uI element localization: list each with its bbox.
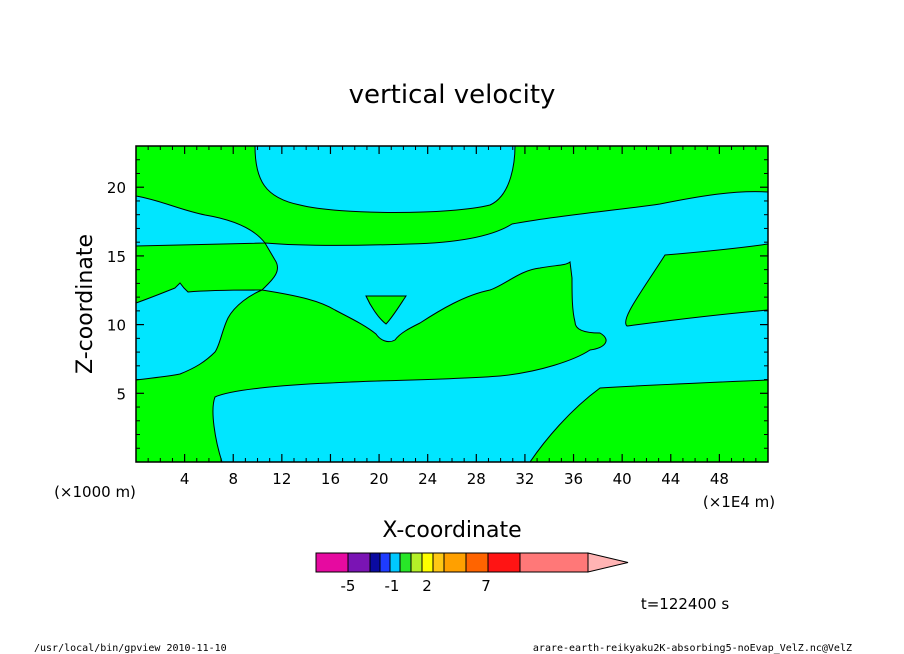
x-tick-label: 4	[180, 470, 190, 488]
cyan-region-middle-left	[135, 282, 263, 381]
x-tick-label: 32	[515, 470, 534, 488]
colorbar-label: 2	[422, 577, 432, 595]
negative-velocity-regions	[135, 145, 769, 463]
y-scale-label: (×1000 m)	[54, 483, 136, 501]
x-axis-ticks: 4 8 12 16 20 24 28 32 36 40 44 48	[147, 146, 757, 488]
x-tick-label: 8	[228, 470, 238, 488]
colorbar-label: 7	[481, 577, 491, 595]
y-tick-label: 20	[107, 179, 126, 197]
x-tick-label: 12	[272, 470, 291, 488]
cyan-region-central-band	[212, 191, 769, 463]
x-tick-label: 40	[613, 470, 632, 488]
x-tick-label: 24	[418, 470, 437, 488]
colorbar-label: -5	[341, 577, 356, 595]
x-tick-label: 28	[467, 470, 486, 488]
colorbar-segment	[432, 552, 445, 573]
chart-title: vertical velocity	[349, 80, 556, 110]
colorbar-segment	[421, 552, 434, 573]
colorbar-segment	[443, 552, 467, 573]
y-tick-label: 15	[107, 248, 126, 266]
time-label: t=122400 s	[641, 595, 729, 613]
colorbar-labels: -5 -1 2 7	[341, 577, 491, 595]
x-tick-label: 44	[661, 470, 680, 488]
footer-left: /usr/local/bin/gpview 2010-11-10	[34, 643, 227, 654]
footer-right: arare-earth-reikyaku2K-absorbing5-noEvap…	[533, 643, 852, 654]
x-axis-label: X-coordinate	[382, 518, 521, 543]
colorbar	[315, 552, 629, 573]
green-island	[365, 295, 407, 325]
y-tick-label: 5	[116, 385, 126, 403]
x-scale-label: (×1E4 m)	[703, 493, 775, 511]
colorbar-segment	[399, 552, 412, 573]
y-axis-label: Z-coordinate	[73, 234, 98, 374]
colorbar-segment	[465, 552, 489, 573]
colorbar-segment	[369, 552, 381, 573]
x-tick-label: 20	[370, 470, 389, 488]
y-tick-label: 10	[107, 317, 126, 335]
colorbar-label: -1	[385, 577, 400, 595]
y-axis-ticks: 5 10 15 20	[107, 159, 768, 449]
colorbar-extend-arrow	[587, 552, 629, 573]
colorbar-segment	[315, 552, 349, 573]
colorbar-segment	[410, 552, 423, 573]
colorbar-segment	[519, 552, 589, 573]
cyan-region-top	[254, 145, 516, 213]
cyan-region-upper-left	[135, 195, 266, 247]
x-tick-label: 16	[321, 470, 340, 488]
x-tick-label: 48	[710, 470, 729, 488]
x-tick-label: 36	[564, 470, 583, 488]
colorbar-segment	[389, 552, 401, 573]
colorbar-segment	[379, 552, 391, 573]
colorbar-segment	[487, 552, 521, 573]
colorbar-segment	[347, 552, 371, 573]
